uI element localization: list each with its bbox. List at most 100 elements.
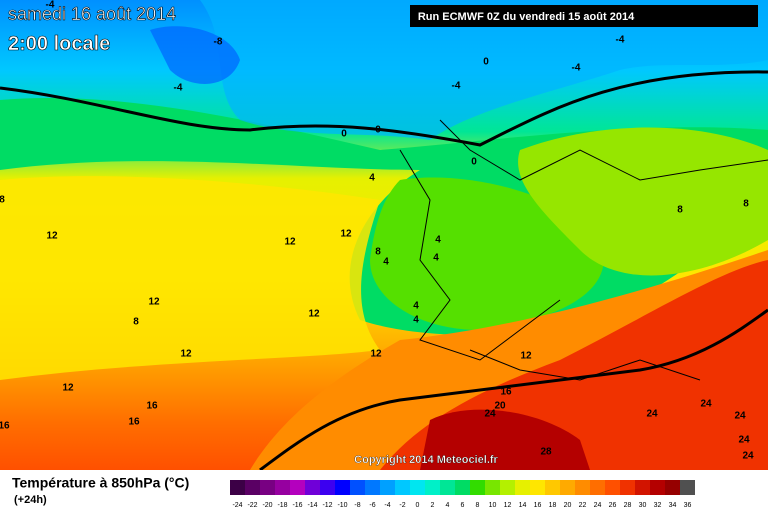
colorbar-swatch <box>440 480 455 495</box>
colorbar-label: 16 <box>534 502 542 509</box>
colorbar-label: -4 <box>384 502 390 509</box>
colorbar-swatch <box>635 480 650 495</box>
contour-label: 4 <box>369 173 375 184</box>
contour-label: -4 <box>616 35 625 46</box>
colorbar-swatch <box>335 480 350 495</box>
colorbar-label: 26 <box>609 502 617 509</box>
colorbar-label: 20 <box>564 502 572 509</box>
contour-label: 12 <box>62 383 74 394</box>
contour-label: 12 <box>284 237 296 248</box>
colorbar-swatch <box>410 480 425 495</box>
time: 2:00 locale <box>8 33 110 55</box>
colorbar-swatch <box>275 480 290 495</box>
colorbar-swatch <box>605 480 620 495</box>
contour-label: 4 <box>413 315 419 326</box>
contour-label: 24 <box>646 409 658 420</box>
colorbar-label: -20 <box>262 502 272 509</box>
colorbar-swatch <box>380 480 395 495</box>
colorbar-swatch <box>545 480 560 495</box>
colorbar-label: -16 <box>292 502 302 509</box>
colorbar-label: 6 <box>461 502 465 509</box>
contour-label: 0 <box>483 57 489 68</box>
contour-label: 4 <box>435 235 441 246</box>
colorbar-swatch <box>320 480 335 495</box>
contour-label: 12 <box>308 309 320 320</box>
contour-label: 24 <box>738 435 750 446</box>
colorbar-label: -14 <box>307 502 317 509</box>
colorbar-label: 34 <box>669 502 677 509</box>
colorbar-swatch <box>665 480 680 495</box>
contour-label: 28 <box>540 447 552 458</box>
contour-label: 24 <box>700 399 712 410</box>
contour-label: 4 <box>413 301 419 312</box>
contour-label: -8 <box>214 37 223 48</box>
colorbar-label: 4 <box>446 502 450 509</box>
colorbar-label: 2 <box>431 502 435 509</box>
colorbar-label: 24 <box>594 502 602 509</box>
colorbar-swatch <box>590 480 605 495</box>
colorbar-label: 28 <box>624 502 632 509</box>
colorbar-label: 18 <box>549 502 557 509</box>
colorbar-swatch <box>620 480 635 495</box>
colorbar-swatch <box>395 480 410 495</box>
colorbar-swatch <box>350 480 365 495</box>
colorbar-swatch <box>485 480 500 495</box>
colorbar: -24 -22 -20 -18 -16 -14 -12 -10 -8 -6 -4 -2 0 2 4 6 8 10 1… <box>230 480 695 509</box>
colorbar-swatch <box>305 480 320 495</box>
colorbar-swatch <box>245 480 260 495</box>
contour-label: 12 <box>46 231 58 242</box>
colorbar-label: 32 <box>654 502 662 509</box>
contour-label: -4 <box>572 63 581 74</box>
contour-label: 20 <box>494 401 506 412</box>
colorbar-swatch <box>650 480 665 495</box>
colorbar-label: 8 <box>476 502 480 509</box>
contour-label: 24 <box>484 409 496 420</box>
colorbar-label: -8 <box>354 502 360 509</box>
colorbar-swatch <box>500 480 515 495</box>
contour-label: 16 <box>500 387 512 398</box>
date: samedi 16 août 2014 <box>8 4 176 24</box>
legend-title: Température à 850hPa (°C) <box>12 475 189 491</box>
colorbar-swatch <box>425 480 440 495</box>
contour-label: -4 <box>174 83 183 94</box>
contour-label: 12 <box>148 297 160 308</box>
colorbar-swatch <box>365 480 380 495</box>
colorbar-swatch <box>515 480 530 495</box>
colorbar-label: 30 <box>639 502 647 509</box>
colorbar-swatch <box>680 480 695 495</box>
contour-label: 12 <box>180 349 192 360</box>
contour-label: 4 <box>433 253 439 264</box>
contour-label: 8 <box>0 195 5 206</box>
colorbar-swatch <box>230 480 245 495</box>
colorbar-label: -22 <box>247 502 257 509</box>
contour-label: 12 <box>370 349 382 360</box>
contour-label: 8 <box>743 199 749 210</box>
contour-label: 16 <box>128 417 140 428</box>
colorbar-swatch <box>530 480 545 495</box>
run-info: Run ECMWF 0Z du vendredi 15 août 2014 <box>418 11 635 23</box>
colorbar-label: -24 <box>232 502 242 509</box>
contour-label: 16 <box>146 401 158 412</box>
colorbar-label: -2 <box>399 502 405 509</box>
map <box>0 0 768 472</box>
colorbar-label: -10 <box>337 502 347 509</box>
contour-label: 8 <box>133 317 139 328</box>
contour-label: 12 <box>520 351 532 362</box>
colorbar-label: 0 <box>416 502 420 509</box>
contour-label: 16 <box>0 421 10 432</box>
contour-label: 8 <box>375 247 381 258</box>
colorbar-label: 36 <box>684 502 692 509</box>
colorbar-swatch <box>575 480 590 495</box>
colorbar-label: -6 <box>369 502 375 509</box>
contour-label: 24 <box>734 411 746 422</box>
colorbar-label: -18 <box>277 502 287 509</box>
colorbar-swatch <box>455 480 470 495</box>
run-box <box>410 5 758 27</box>
legend-subtitle: (+24h) <box>14 494 47 506</box>
colorbar-swatch <box>470 480 485 495</box>
colorbar-swatch <box>290 480 305 495</box>
contour-label: 0 <box>341 129 347 140</box>
colorbar-label: 12 <box>504 502 512 509</box>
